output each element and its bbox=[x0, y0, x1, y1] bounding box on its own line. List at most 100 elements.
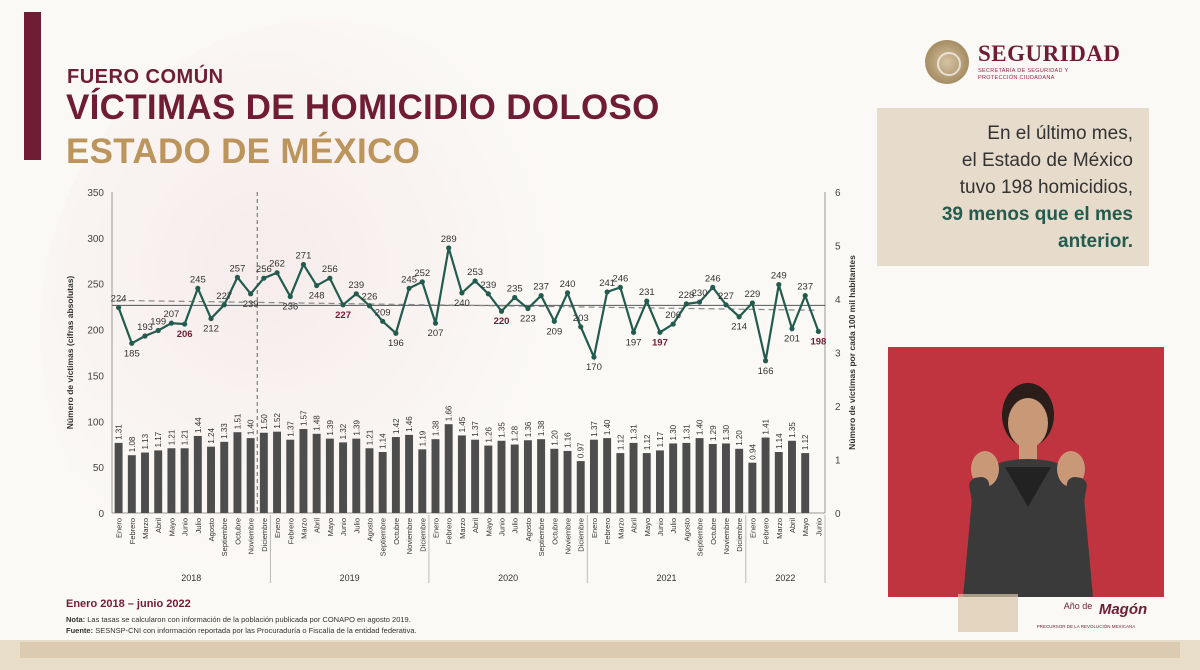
victims-data-label: 185 bbox=[124, 348, 140, 359]
victims-point bbox=[406, 285, 412, 291]
month-label: Agosto bbox=[682, 518, 691, 541]
victims-point bbox=[182, 321, 188, 327]
rate-bar bbox=[207, 446, 215, 513]
victims-point bbox=[327, 275, 333, 281]
victims-data-label: 253 bbox=[467, 267, 483, 278]
rate-bar bbox=[220, 441, 229, 513]
rate-label: 1.20 bbox=[550, 430, 559, 446]
month-label: Abril bbox=[630, 518, 639, 533]
month-label: Noviembre bbox=[405, 518, 414, 554]
rate-label: 1.66 bbox=[445, 405, 454, 421]
month-label: Diciembre bbox=[418, 518, 427, 552]
victims-point bbox=[525, 305, 531, 312]
bottom-decorative-band bbox=[0, 640, 1200, 670]
rate-bar bbox=[418, 449, 427, 513]
victims-data-label: 212 bbox=[203, 324, 219, 335]
victims-point bbox=[208, 315, 214, 322]
month-label: Julio bbox=[352, 518, 361, 533]
rate-label: 1.41 bbox=[762, 418, 771, 434]
victims-data-label: 236 bbox=[282, 302, 298, 313]
rate-bar bbox=[655, 450, 664, 513]
rate-bar bbox=[695, 438, 704, 513]
rate-label: 1.40 bbox=[696, 419, 705, 435]
rate-label: 1.31 bbox=[682, 424, 691, 440]
rate-label: 1.21 bbox=[167, 429, 176, 445]
rate-bar bbox=[273, 431, 282, 513]
victims-data-label: 240 bbox=[454, 298, 470, 309]
rate-bar bbox=[616, 453, 625, 513]
victims-point bbox=[129, 340, 135, 346]
note-label: Nota: bbox=[66, 615, 86, 624]
month-label: Junio bbox=[656, 518, 665, 536]
rate-bar bbox=[457, 435, 466, 513]
month-label: Mayo bbox=[643, 518, 652, 536]
victims-data-label: 237 bbox=[797, 282, 813, 293]
victims-data-label: 206 bbox=[177, 329, 193, 340]
callout-line-2: el Estado de México bbox=[961, 150, 1133, 171]
background-decoration bbox=[40, 20, 600, 640]
victims-point bbox=[696, 299, 703, 305]
victims-point bbox=[142, 333, 148, 339]
victims-data-label: 203 bbox=[573, 313, 589, 324]
rate-bar bbox=[391, 437, 400, 513]
month-label: Mayo bbox=[484, 518, 493, 536]
victims-point bbox=[472, 278, 478, 284]
rate-bar bbox=[365, 448, 374, 513]
left-tick-label: 350 bbox=[87, 188, 104, 199]
rate-label: 1.39 bbox=[326, 420, 335, 436]
page-subtitle: ESTADO DE MÉXICO bbox=[66, 132, 421, 171]
victims-point bbox=[300, 261, 307, 268]
month-label: Abril bbox=[788, 518, 797, 533]
victims-point bbox=[168, 320, 175, 326]
left-tick-label: 250 bbox=[87, 280, 104, 291]
rate-bar bbox=[708, 443, 717, 513]
rate-bar bbox=[127, 455, 136, 513]
rate-label: 1.14 bbox=[775, 433, 784, 449]
rate-label: 0.94 bbox=[748, 444, 757, 460]
rate-label: 1.42 bbox=[392, 418, 401, 434]
victims-data-label: 223 bbox=[520, 313, 536, 324]
rate-label: 1.38 bbox=[537, 420, 546, 436]
rate-label: 1.29 bbox=[709, 425, 718, 441]
rate-label: 1.14 bbox=[379, 433, 388, 449]
note-text: Las tasas se calcularon con información … bbox=[87, 615, 411, 624]
right-tick-label: 4 bbox=[835, 295, 841, 306]
left-tick-label: 150 bbox=[87, 371, 104, 382]
month-label: Septiembre bbox=[379, 518, 388, 556]
rate-label: 1.40 bbox=[247, 419, 256, 435]
victims-data-label: 209 bbox=[375, 307, 391, 318]
rate-bar bbox=[444, 424, 453, 513]
victims-data-label: 226 bbox=[362, 292, 378, 303]
victims-point bbox=[591, 354, 597, 360]
victims-data-label: 193 bbox=[137, 322, 153, 333]
rate-label: 1.38 bbox=[431, 420, 440, 436]
month-label: Septiembre bbox=[220, 518, 229, 556]
victims-data-label: 239 bbox=[480, 280, 496, 291]
rate-bar bbox=[405, 434, 414, 513]
right-tick-label: 3 bbox=[835, 349, 841, 360]
victims-point bbox=[393, 330, 399, 336]
month-label: Noviembre bbox=[564, 518, 573, 554]
rate-bar bbox=[735, 448, 744, 513]
victims-data-label: 271 bbox=[296, 250, 312, 261]
victims-point bbox=[762, 358, 769, 364]
victims-point bbox=[380, 318, 386, 324]
left-tick-label: 300 bbox=[87, 234, 104, 245]
year-label: 2019 bbox=[340, 573, 360, 583]
rate-label: 1.37 bbox=[286, 421, 295, 437]
victims-data-label: 198 bbox=[810, 336, 826, 347]
left-tick-label: 200 bbox=[87, 326, 104, 337]
victims-point bbox=[578, 324, 584, 330]
rate-label: 1.46 bbox=[405, 416, 414, 432]
rate-label: 1.45 bbox=[458, 416, 467, 432]
victims-point bbox=[485, 291, 491, 297]
victims-data-label: 246 bbox=[705, 273, 721, 284]
magon-year-logo: Año de Magón PRECURSOR DE LA REVOLUCIÓN … bbox=[958, 594, 1148, 632]
kicker: FUERO COMÚN bbox=[67, 66, 224, 88]
callout-line-3: tuvo 198 homicidios, bbox=[959, 177, 1133, 198]
victims-data-label: 206 bbox=[665, 310, 681, 321]
victims-data-label: 224 bbox=[111, 294, 127, 305]
rate-label: 1.30 bbox=[722, 424, 731, 440]
rate-label: 1.52 bbox=[273, 413, 282, 429]
left-tick-label: 100 bbox=[87, 417, 104, 428]
